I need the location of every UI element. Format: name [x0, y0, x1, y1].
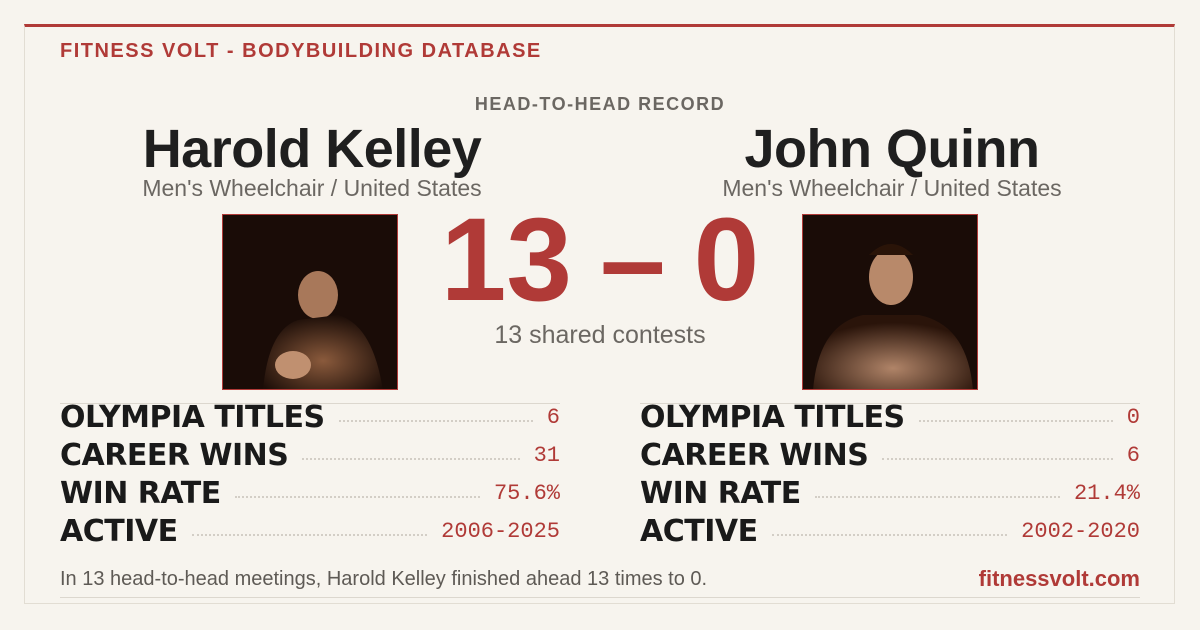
- athlete-photo: [222, 214, 398, 390]
- card-frame: [24, 24, 1175, 604]
- athlete-division: Men's Wheelchair / United States: [722, 175, 1062, 201]
- leader-dots: [814, 496, 1060, 498]
- score: 13–0: [400, 194, 800, 326]
- photo-art: [803, 215, 977, 389]
- athlete-division: Men's Wheelchair / United States: [142, 175, 482, 201]
- leader-dots: [338, 420, 533, 422]
- stat-value: 21.4%: [1073, 480, 1140, 506]
- stat-row: ACTIVE 2002-2020: [640, 512, 1140, 550]
- stat-row: OLYMPIA TITLES 6: [60, 398, 560, 436]
- leader-dots: [302, 458, 520, 460]
- stat-value: 2006-2025: [441, 518, 560, 544]
- stat-value: 2002-2020: [1021, 518, 1140, 544]
- divider: [60, 403, 560, 404]
- stat-label: OLYMPIA TITLES: [60, 399, 325, 435]
- leader-dots: [882, 458, 1113, 460]
- leader-dots: [918, 420, 1113, 422]
- stat-label: OLYMPIA TITLES: [640, 399, 905, 435]
- stat-label: WIN RATE: [60, 475, 221, 511]
- stat-row: CAREER WINS 6: [640, 436, 1140, 474]
- photo-art: [223, 215, 397, 389]
- stat-row: OLYMPIA TITLES 0: [640, 398, 1140, 436]
- stat-value: 6: [1126, 442, 1140, 468]
- stat-row: WIN RATE 21.4%: [640, 474, 1140, 512]
- score-left: 13: [440, 194, 572, 326]
- leader-dots: [771, 534, 1008, 536]
- stat-row: ACTIVE 2006-2025: [60, 512, 560, 550]
- score-separator: –: [599, 194, 666, 326]
- stat-value: 0: [1126, 404, 1140, 430]
- leader-dots: [191, 534, 428, 536]
- stat-label: CAREER WINS: [640, 437, 869, 473]
- score-right: 0: [693, 194, 760, 326]
- stat-label: ACTIVE: [60, 513, 178, 549]
- divider: [60, 597, 1140, 598]
- divider: [640, 403, 1140, 404]
- stat-label: CAREER WINS: [60, 437, 289, 473]
- stat-row: WIN RATE 75.6%: [60, 474, 560, 512]
- stats-list: OLYMPIA TITLES 6 CAREER WINS 31 WIN RATE 75.6…: [60, 398, 560, 550]
- athlete-name: John Quinn: [744, 119, 1040, 179]
- athlete-name: Harold Kelley: [142, 119, 482, 179]
- brand: FITNESS VOLT - BODYBUILDING DATABASE: [60, 40, 542, 62]
- leader-dots: [234, 496, 480, 498]
- stat-label: ACTIVE: [640, 513, 758, 549]
- stat-row: CAREER WINS 31: [60, 436, 560, 474]
- athlete-photo: [802, 214, 978, 390]
- stat-value: 6: [546, 404, 560, 430]
- heading: HEAD-TO-HEAD RECORD: [474, 94, 726, 114]
- stat-label: WIN RATE: [640, 475, 801, 511]
- summary: In 13 head-to-head meetings, Harold Kell…: [60, 568, 708, 590]
- stat-value: 31: [533, 442, 560, 468]
- stat-value: 75.6%: [493, 480, 560, 506]
- stats-list: OLYMPIA TITLES 0 CAREER WINS 6 WIN RATE 21.4%…: [640, 398, 1140, 550]
- site-link[interactable]: fitnessvolt.com: [978, 566, 1140, 591]
- shared-contests: 13 shared contests: [494, 321, 706, 349]
